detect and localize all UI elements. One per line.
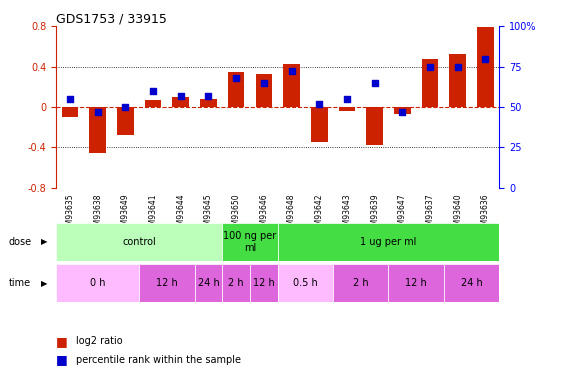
Point xyxy=(398,109,407,115)
Bar xyxy=(62,107,78,117)
Text: percentile rank within the sample: percentile rank within the sample xyxy=(76,355,241,365)
Text: time: time xyxy=(8,278,30,288)
Bar xyxy=(394,107,411,114)
Text: 0.5 h: 0.5 h xyxy=(293,278,318,288)
Bar xyxy=(172,97,189,107)
Point xyxy=(121,104,130,110)
Bar xyxy=(278,223,499,261)
Point xyxy=(370,80,379,86)
Text: ■: ■ xyxy=(56,354,68,366)
Point xyxy=(66,96,75,102)
Point xyxy=(259,80,268,86)
Text: log2 ratio: log2 ratio xyxy=(76,336,122,346)
Bar xyxy=(56,223,222,261)
Text: 24 h: 24 h xyxy=(461,278,482,288)
Bar xyxy=(278,264,333,302)
Bar xyxy=(333,264,388,302)
Text: dose: dose xyxy=(8,237,31,247)
Bar xyxy=(222,264,250,302)
Text: ■: ■ xyxy=(56,335,68,348)
Text: 2 h: 2 h xyxy=(228,278,244,288)
Bar xyxy=(339,107,355,111)
Bar xyxy=(56,264,139,302)
Point xyxy=(93,109,102,115)
Point xyxy=(204,93,213,99)
Bar xyxy=(228,72,245,107)
Point xyxy=(149,88,158,94)
Text: GDS1753 / 33915: GDS1753 / 33915 xyxy=(56,12,167,25)
Bar xyxy=(366,107,383,145)
Bar xyxy=(139,264,195,302)
Bar xyxy=(255,74,272,107)
Bar xyxy=(145,100,162,107)
Point xyxy=(315,100,324,106)
Text: control: control xyxy=(122,237,156,247)
Point xyxy=(481,56,490,62)
Bar xyxy=(195,264,222,302)
Bar xyxy=(388,264,444,302)
Bar xyxy=(117,107,134,135)
Bar xyxy=(89,107,106,153)
Bar xyxy=(311,107,328,142)
Text: 12 h: 12 h xyxy=(253,278,275,288)
Point xyxy=(453,63,462,70)
Bar xyxy=(222,223,278,261)
Point xyxy=(232,75,241,81)
Text: 1 ug per ml: 1 ug per ml xyxy=(360,237,417,247)
Bar xyxy=(283,63,300,107)
Text: 0 h: 0 h xyxy=(90,278,105,288)
Text: 12 h: 12 h xyxy=(405,278,427,288)
Bar xyxy=(449,54,466,107)
Text: 2 h: 2 h xyxy=(353,278,369,288)
Point xyxy=(176,93,185,99)
Bar xyxy=(200,99,217,107)
Bar xyxy=(422,58,438,107)
Text: 12 h: 12 h xyxy=(156,278,178,288)
Point xyxy=(426,63,435,70)
Point xyxy=(342,96,351,102)
Point xyxy=(287,68,296,74)
Text: 100 ng per
ml: 100 ng per ml xyxy=(223,231,277,253)
Bar xyxy=(477,27,494,107)
Bar xyxy=(250,264,278,302)
Text: ▶: ▶ xyxy=(40,279,47,288)
Text: 24 h: 24 h xyxy=(197,278,219,288)
Bar xyxy=(444,264,499,302)
Text: ▶: ▶ xyxy=(40,237,47,246)
